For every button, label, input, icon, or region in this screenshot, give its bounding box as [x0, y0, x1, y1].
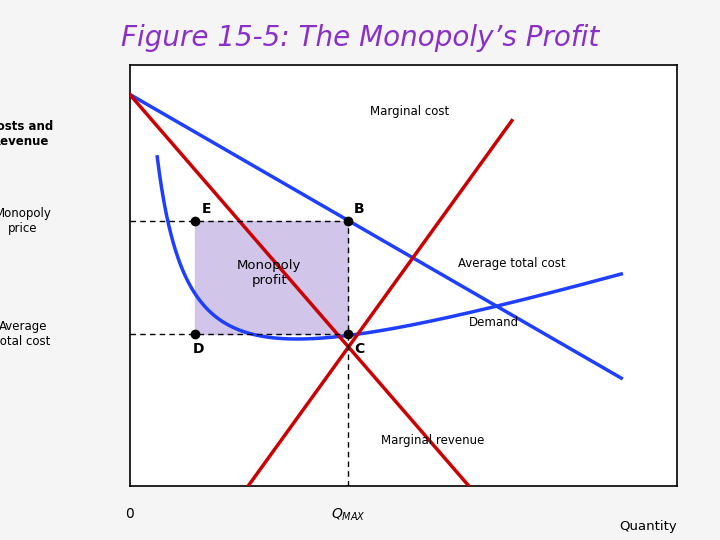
Text: Monopoly
profit: Monopoly profit [237, 259, 302, 287]
Text: Figure 15-5: The Monopoly’s Profit: Figure 15-5: The Monopoly’s Profit [121, 24, 599, 52]
Text: Marginal cost: Marginal cost [370, 105, 449, 118]
Text: Demand: Demand [469, 316, 519, 329]
Text: Quantity: Quantity [619, 519, 677, 532]
Text: E: E [202, 202, 212, 216]
Text: 0: 0 [125, 507, 134, 521]
Text: C: C [354, 342, 364, 356]
Text: Average
total cost: Average total cost [0, 320, 50, 348]
Polygon shape [195, 221, 348, 334]
Text: Marginal revenue: Marginal revenue [382, 434, 485, 447]
Text: D: D [192, 342, 204, 356]
Text: Average total cost: Average total cost [458, 257, 565, 270]
Text: $Q_{MAX}$: $Q_{MAX}$ [331, 507, 366, 523]
Text: Monopoly
price: Monopoly price [0, 207, 51, 235]
Text: Costs and
Revenue: Costs and Revenue [0, 119, 53, 147]
Text: B: B [354, 202, 364, 216]
